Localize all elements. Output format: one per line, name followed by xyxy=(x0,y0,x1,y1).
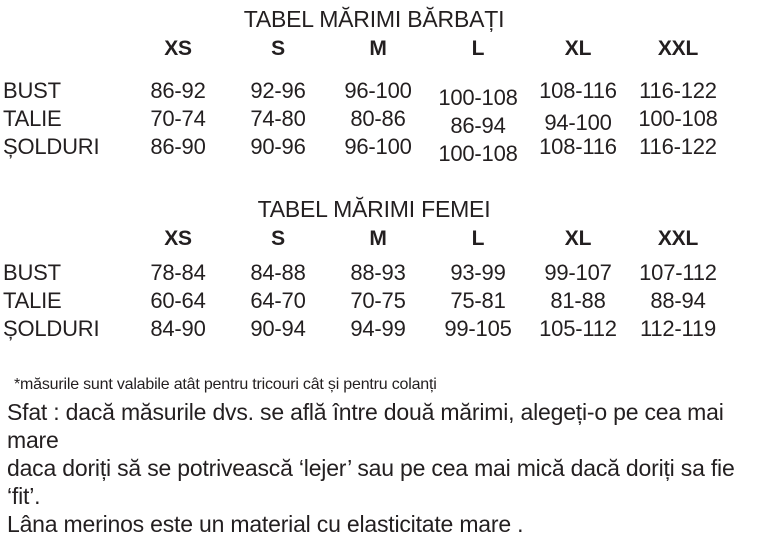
size-range-cell: 86-92 xyxy=(150,78,206,103)
size-range-cell: 108-116 xyxy=(539,78,617,103)
table-row-bust: BUST 78-84 84-88 88-93 93-99 99-107 107-… xyxy=(0,259,773,287)
column-header-s: S xyxy=(271,37,285,60)
advice-line-1: Sfat : dacă măsurile dvs. se află între … xyxy=(7,399,724,453)
women-table-body: BUST 78-84 84-88 88-93 93-99 99-107 107-… xyxy=(0,259,773,343)
size-range-cell: 94-99 xyxy=(350,316,406,341)
size-range-cell: 88-93 xyxy=(350,260,406,285)
size-range-cell: 100-108 xyxy=(438,141,518,166)
size-range-cell: 70-75 xyxy=(350,288,406,313)
size-range-cell: 90-94 xyxy=(250,316,306,341)
column-header-xxl: XXL xyxy=(657,37,699,60)
size-range-cell: 96-100 xyxy=(344,78,412,103)
column-header-xs: XS xyxy=(164,227,192,250)
column-header-l: L xyxy=(471,37,485,60)
size-range-cell: 80-86 xyxy=(350,106,406,131)
column-header-m: M xyxy=(369,227,387,250)
column-header-s: S xyxy=(271,227,285,250)
size-range-cell: 60-64 xyxy=(150,288,206,313)
table-row-solduri: ȘOLDURI 84-90 90-94 94-99 99-105 105-112… xyxy=(0,315,773,343)
size-range-cell: 78-84 xyxy=(150,260,206,285)
size-range-cell: 70-74 xyxy=(150,106,206,131)
size-range-cell: 96-100 xyxy=(344,134,412,159)
column-header-xxl: XXL xyxy=(657,227,699,250)
column-header-xs: XS xyxy=(164,37,192,60)
size-range-cell: 75-81 xyxy=(450,288,506,313)
men-table-body: BUST 86-92 92-96 96-100 100-108 108-116 … xyxy=(0,77,773,166)
size-range-cell: 74-80 xyxy=(250,106,306,131)
footnote-disclaimer: *măsurile sunt valabile atât pentru tric… xyxy=(14,376,437,393)
women-size-table: TABEL MĂRIMI FEMEI XS S M L XL XXL BUST … xyxy=(0,197,773,343)
material-note: Lâna merinos este un material cu elastic… xyxy=(7,511,524,537)
size-chart-page: TABEL MĂRIMI BĂRBAȚI XS S M L XL XXL BUS… xyxy=(0,6,773,537)
size-range-cell: 100-108 xyxy=(438,85,518,110)
row-label-bust: BUST xyxy=(3,260,61,285)
size-range-cell: 100-108 xyxy=(638,106,718,131)
size-range-cell: 99-107 xyxy=(544,260,612,285)
size-range-cell: 94-100 xyxy=(544,110,612,135)
size-range-cell: 116-122 xyxy=(639,134,717,159)
size-range-cell: 116-122 xyxy=(639,78,717,103)
men-table-header-row: XS S M L XL XXL xyxy=(0,37,773,61)
size-range-cell: 107-112 xyxy=(639,260,717,285)
column-header-xl: XL xyxy=(564,227,592,250)
size-range-cell: 64-70 xyxy=(250,288,306,313)
size-range-cell: 81-88 xyxy=(550,288,606,313)
notes-section: *măsurile sunt valabile atât pentru tric… xyxy=(0,375,773,538)
row-label-talie: TALIE xyxy=(3,288,62,313)
row-label-solduri: ȘOLDURI xyxy=(3,134,100,159)
size-range-cell: 86-90 xyxy=(150,134,206,159)
row-label-bust: BUST xyxy=(3,78,61,103)
column-header-xl: XL xyxy=(564,37,592,60)
men-table-title: TABEL MĂRIMI BĂRBAȚI xyxy=(243,6,505,32)
men-size-table: TABEL MĂRIMI BĂRBAȚI XS S M L XL XXL BUS… xyxy=(0,6,773,166)
size-range-cell: 88-94 xyxy=(650,288,706,313)
women-table-title: TABEL MĂRIMI FEMEI xyxy=(257,196,491,222)
size-range-cell: 90-96 xyxy=(250,134,306,159)
table-row-solduri: ȘOLDURI 86-90 90-96 96-100 100-108 108-1… xyxy=(0,133,773,166)
table-row-bust: BUST 86-92 92-96 96-100 100-108 108-116 … xyxy=(0,77,773,110)
table-row-talie: TALIE 60-64 64-70 70-75 75-81 81-88 88-9… xyxy=(0,287,773,315)
row-label-solduri: ȘOLDURI xyxy=(3,316,100,341)
size-range-cell: 84-88 xyxy=(250,260,306,285)
column-header-m: M xyxy=(369,37,387,60)
size-range-cell: 105-112 xyxy=(539,316,617,341)
size-range-cell: 92-96 xyxy=(250,78,306,103)
size-range-cell: 86-94 xyxy=(450,113,506,138)
women-table-header-row: XS S M L XL XXL xyxy=(0,227,773,251)
size-range-cell: 99-105 xyxy=(444,316,512,341)
size-range-cell: 93-99 xyxy=(450,260,506,285)
advice-line-2: daca doriți să se potrivească ‘lejer’ sa… xyxy=(7,455,735,509)
row-label-talie: TALIE xyxy=(3,106,62,131)
size-range-cell: 112-119 xyxy=(639,316,717,341)
table-row-talie: TALIE 70-74 74-80 80-86 86-94 94-100 100… xyxy=(0,105,773,138)
size-range-cell: 108-116 xyxy=(539,134,617,159)
size-range-cell: 84-90 xyxy=(150,316,206,341)
column-header-l: L xyxy=(471,227,485,250)
